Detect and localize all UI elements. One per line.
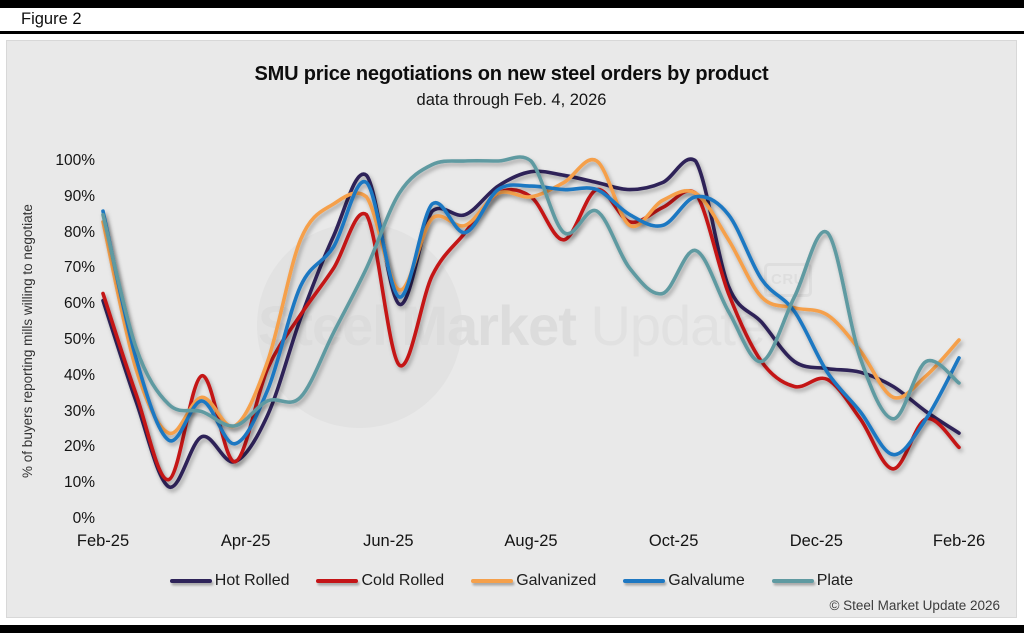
figure-header: Figure 2 bbox=[0, 8, 1024, 31]
y-tick-label: 80% bbox=[63, 223, 95, 241]
legend-label: Cold Rolled bbox=[361, 572, 445, 589]
y-tick-label: 20% bbox=[63, 438, 95, 456]
legend: Hot Rolled Cold Rolled Galvanized Galvalume… bbox=[7, 572, 1016, 590]
x-tick-label: Aug-25 bbox=[504, 532, 558, 550]
legend-swatch-galvalume bbox=[623, 578, 666, 584]
y-tick-label: 40% bbox=[63, 366, 95, 384]
legend-swatch-galvanized bbox=[471, 578, 514, 584]
legend-item-cold-rolled: Cold Rolled bbox=[316, 572, 444, 590]
x-tick-label: Feb-25 bbox=[76, 532, 130, 550]
x-tick-label: Feb-26 bbox=[932, 532, 986, 550]
series-line-hot-rolled bbox=[101, 157, 961, 489]
series-line-cold-rolled bbox=[101, 187, 961, 482]
series-line-galvalume bbox=[101, 179, 961, 457]
y-tick-label: 90% bbox=[63, 187, 95, 205]
x-tick-label: Oct-25 bbox=[648, 532, 699, 550]
legend-item-plate: Plate bbox=[771, 572, 854, 590]
bottom-black-bar bbox=[0, 625, 1024, 633]
header-rule bbox=[0, 31, 1024, 34]
figure-label: Figure 2 bbox=[21, 10, 82, 28]
chart-canvas bbox=[101, 155, 961, 489]
x-tick-label: Jun-25 bbox=[363, 532, 414, 550]
legend-item-hot-rolled: Hot Rolled bbox=[169, 572, 290, 590]
series-line-plate bbox=[101, 155, 961, 428]
series-line-galvanized bbox=[101, 157, 961, 435]
y-tick-label: 100% bbox=[55, 152, 95, 169]
chart-panel: Steel Market Update CRU SMU price negoti… bbox=[6, 40, 1017, 618]
y-tick-label: 0% bbox=[72, 510, 95, 527]
legend-item-galvalume: Galvalume bbox=[623, 572, 745, 590]
chart-title: SMU price negotiations on new steel orde… bbox=[254, 63, 769, 85]
legend-swatch-cold-rolled bbox=[316, 578, 359, 584]
chart-subtitle: data through Feb. 4, 2026 bbox=[416, 91, 607, 109]
legend-label: Galvanized bbox=[516, 572, 597, 589]
legend-swatch-plate bbox=[771, 578, 814, 584]
cru-watermark-badge: CRU bbox=[764, 263, 812, 297]
legend-item-galvanized: Galvanized bbox=[471, 572, 596, 590]
y-tick-label: 50% bbox=[63, 331, 95, 348]
x-tick-label: Dec-25 bbox=[789, 532, 843, 550]
y-tick-label: 70% bbox=[63, 259, 95, 277]
y-tick-label: 10% bbox=[63, 474, 95, 492]
copyright-text: © Steel Market Update 2026 bbox=[829, 598, 1000, 613]
legend-label: Plate bbox=[816, 572, 854, 589]
legend-swatch-hot-rolled bbox=[169, 578, 212, 584]
y-tick-label: 60% bbox=[63, 295, 95, 313]
legend-label: Galvalume bbox=[668, 572, 745, 589]
x-tick-label: Apr-25 bbox=[220, 532, 271, 550]
top-black-bar bbox=[0, 0, 1024, 8]
series-group bbox=[101, 155, 961, 489]
y-tick-label: 30% bbox=[63, 402, 95, 420]
legend-label: Hot Rolled bbox=[214, 572, 290, 589]
